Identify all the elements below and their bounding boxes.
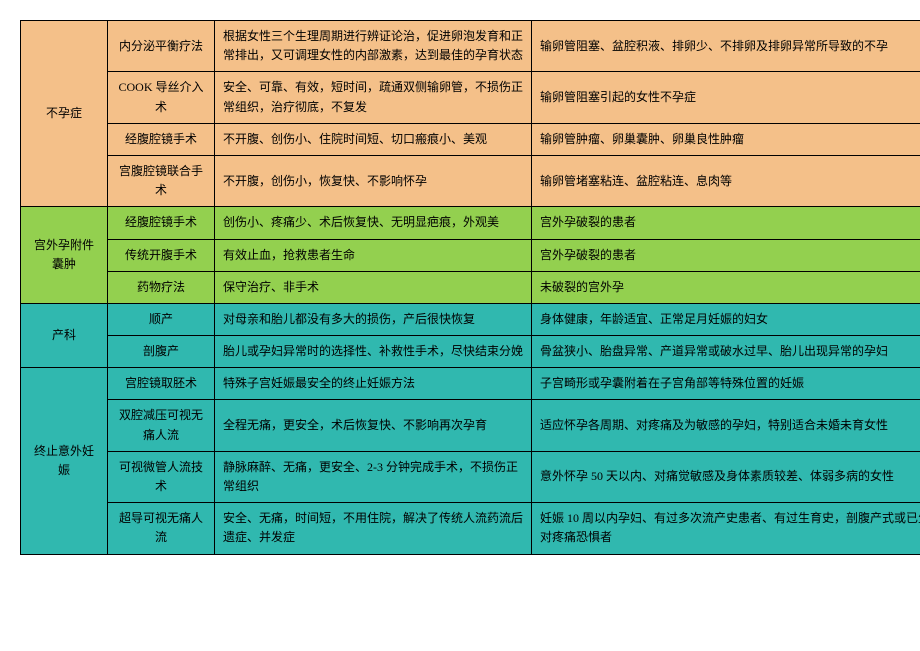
method-cell: 宫腔镜取胚术 [108, 368, 215, 400]
method-cell: 超导可视无痛人流 [108, 503, 215, 554]
table-body: 不孕症 内分泌平衡疗法 根据女性三个生理周期进行辨证论治，促进卵泡发育和正常排出… [21, 21, 920, 555]
table-row: 传统开腹手术 有效止血，抢救患者生命 宫外孕破裂的患者 [21, 239, 920, 271]
indication-cell: 身体健康，年龄适宜、正常足月妊娠的妇女 [532, 303, 920, 335]
table-row: 终止意外妊娠 宫腔镜取胚术 特殊子宫妊娠最安全的终止妊娠方法 子宫畸形或孕囊附着… [21, 368, 920, 400]
table-row: 宫腹腔镜联合手术 不开腹，创伤小，恢复快、不影响怀孕 输卵管堵塞粘连、盆腔粘连、… [21, 155, 920, 206]
category-cell: 宫外孕附件囊肿 [21, 207, 108, 304]
indication-cell: 输卵管阻塞引起的女性不孕症 [532, 72, 920, 123]
category-cell: 终止意外妊娠 [21, 368, 108, 554]
indication-cell: 适应怀孕各周期、对疼痛及为敏感的孕妇，特别适合未婚未育女性 [532, 400, 920, 451]
desc-cell: 保守治疗、非手术 [215, 271, 532, 303]
desc-cell: 有效止血，抢救患者生命 [215, 239, 532, 271]
table-row: 宫外孕附件囊肿 经腹腔镜手术 创伤小、疼痛少、术后恢复快、无明显疤痕，外观美 宫… [21, 207, 920, 239]
desc-cell: 安全、可靠、有效，短时间，疏通双侧输卵管，不损伤正常组织，治疗彻底，不复发 [215, 72, 532, 123]
desc-cell: 胎儿或孕妇异常时的选择性、补救性手术，尽快结束分娩 [215, 336, 532, 368]
method-cell: 内分泌平衡疗法 [108, 21, 215, 72]
desc-cell: 静脉麻醉、无痛，更安全、2-3 分钟完成手术，不损伤正常组织 [215, 451, 532, 502]
method-cell: 经腹腔镜手术 [108, 123, 215, 155]
indication-cell: 妊娠 10 周以内孕妇、有过多次流产史患者、有过生育史，剖腹产式或已生育后对疼痛… [532, 503, 920, 554]
method-cell: 剖腹产 [108, 336, 215, 368]
indication-cell: 骨盆狭小、胎盘异常、产道异常或破水过早、胎儿出现异常的孕妇 [532, 336, 920, 368]
indication-cell: 未破裂的宫外孕 [532, 271, 920, 303]
desc-cell: 安全、无痛，时间短，不用住院，解决了传统人流药流后遗症、并发症 [215, 503, 532, 554]
method-cell: 双腔减压可视无痛人流 [108, 400, 215, 451]
medical-procedures-table: 不孕症 内分泌平衡疗法 根据女性三个生理周期进行辨证论治，促进卵泡发育和正常排出… [20, 20, 920, 555]
indication-cell: 宫外孕破裂的患者 [532, 239, 920, 271]
method-cell: 经腹腔镜手术 [108, 207, 215, 239]
table-row: 剖腹产 胎儿或孕妇异常时的选择性、补救性手术，尽快结束分娩 骨盆狭小、胎盘异常、… [21, 336, 920, 368]
method-cell: 可视微管人流技术 [108, 451, 215, 502]
table-row: 超导可视无痛人流 安全、无痛，时间短，不用住院，解决了传统人流药流后遗症、并发症… [21, 503, 920, 554]
indication-cell: 输卵管阻塞、盆腔积液、排卵少、不排卵及排卵异常所导致的不孕 [532, 21, 920, 72]
table-row: 经腹腔镜手术 不开腹、创伤小、住院时间短、切口瘢痕小、美观 输卵管肿瘤、卵巢囊肿… [21, 123, 920, 155]
method-cell: 顺产 [108, 303, 215, 335]
method-cell: 传统开腹手术 [108, 239, 215, 271]
table-row: 可视微管人流技术 静脉麻醉、无痛，更安全、2-3 分钟完成手术，不损伤正常组织 … [21, 451, 920, 502]
table-row: 双腔减压可视无痛人流 全程无痛，更安全，术后恢复快、不影响再次孕育 适应怀孕各周… [21, 400, 920, 451]
indication-cell: 输卵管堵塞粘连、盆腔粘连、息肉等 [532, 155, 920, 206]
method-cell: 药物疗法 [108, 271, 215, 303]
indication-cell: 子宫畸形或孕囊附着在子宫角部等特殊位置的妊娠 [532, 368, 920, 400]
desc-cell: 全程无痛，更安全，术后恢复快、不影响再次孕育 [215, 400, 532, 451]
desc-cell: 不开腹、创伤小、住院时间短、切口瘢痕小、美观 [215, 123, 532, 155]
desc-cell: 特殊子宫妊娠最安全的终止妊娠方法 [215, 368, 532, 400]
indication-cell: 输卵管肿瘤、卵巢囊肿、卵巢良性肿瘤 [532, 123, 920, 155]
desc-cell: 对母亲和胎儿都没有多大的损伤，产后很快恢复 [215, 303, 532, 335]
category-cell: 产科 [21, 303, 108, 367]
desc-cell: 创伤小、疼痛少、术后恢复快、无明显疤痕，外观美 [215, 207, 532, 239]
desc-cell: 不开腹，创伤小，恢复快、不影响怀孕 [215, 155, 532, 206]
category-cell: 不孕症 [21, 21, 108, 207]
table-row: 不孕症 内分泌平衡疗法 根据女性三个生理周期进行辨证论治，促进卵泡发育和正常排出… [21, 21, 920, 72]
method-cell: 宫腹腔镜联合手术 [108, 155, 215, 206]
indication-cell: 意外怀孕 50 天以内、对痛觉敏感及身体素质较差、体弱多病的女性 [532, 451, 920, 502]
method-cell: COOK 导丝介入术 [108, 72, 215, 123]
table-row: 药物疗法 保守治疗、非手术 未破裂的宫外孕 [21, 271, 920, 303]
desc-cell: 根据女性三个生理周期进行辨证论治，促进卵泡发育和正常排出，又可调理女性的内部激素… [215, 21, 532, 72]
table-row: COOK 导丝介入术 安全、可靠、有效，短时间，疏通双侧输卵管，不损伤正常组织，… [21, 72, 920, 123]
indication-cell: 宫外孕破裂的患者 [532, 207, 920, 239]
table-row: 产科 顺产 对母亲和胎儿都没有多大的损伤，产后很快恢复 身体健康，年龄适宜、正常… [21, 303, 920, 335]
